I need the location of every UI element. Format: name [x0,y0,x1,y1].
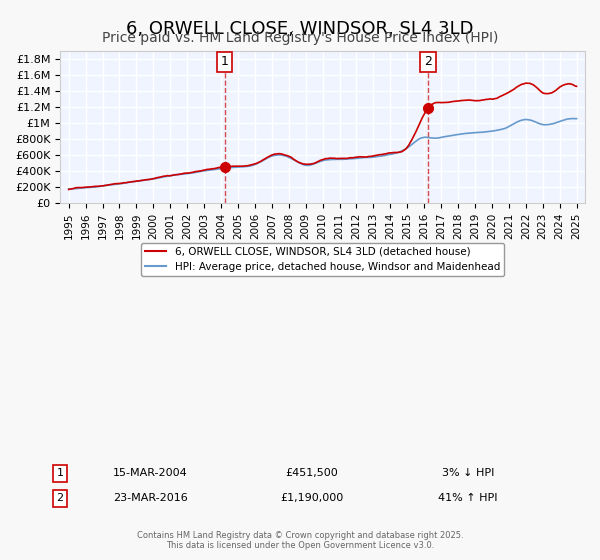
6, ORWELL CLOSE, WINDSOR, SL4 3LD (detached house) [65,186,72,193]
Text: 15-MAR-2004: 15-MAR-2004 [113,468,187,478]
Text: £451,500: £451,500 [286,468,338,478]
Text: £1,190,000: £1,190,000 [280,493,344,503]
HPI: Average price, detached house, Windsor and Maidenhead: (2.02e+03, 1.06e+06): Average price, detached house, Windsor a… [569,115,576,122]
Text: 23-MAR-2016: 23-MAR-2016 [113,493,187,503]
HPI: Average price, detached house, Windsor and Maidenhead: (2e+03, 3.91e+05): Average price, detached house, Windsor a… [196,169,203,175]
Line: 6, ORWELL CLOSE, WINDSOR, SL4 3LD (detached house): 6, ORWELL CLOSE, WINDSOR, SL4 3LD (detac… [68,83,577,189]
HPI: Average price, detached house, Windsor and Maidenhead: (2.02e+03, 8.43e+05): Average price, detached house, Windsor a… [448,132,455,139]
Text: 1: 1 [221,55,229,68]
Text: 1: 1 [56,468,64,478]
HPI: Average price, detached house, Windsor and Maidenhead: (2.02e+03, 1.06e+06): Average price, detached house, Windsor a… [573,115,580,122]
6, ORWELL CLOSE, WINDSOR, SL4 3LD (detached house) [364,153,371,160]
Text: 3% ↓ HPI: 3% ↓ HPI [442,468,494,478]
6, ORWELL CLOSE, WINDSOR, SL4 3LD (detached house) [295,159,302,166]
6, ORWELL CLOSE, WINDSOR, SL4 3LD (detached house) [524,80,531,86]
HPI: Average price, detached house, Windsor and Maidenhead: (2.02e+03, 6.95e+05): Average price, detached house, Windsor a… [404,144,412,151]
6, ORWELL CLOSE, WINDSOR, SL4 3LD (detached house) [155,174,162,181]
Text: 2: 2 [424,55,432,68]
HPI: Average price, detached house, Windsor and Maidenhead: (2.01e+03, 5.69e+05): Average price, detached house, Windsor a… [364,154,371,161]
Line: HPI: Average price, detached house, Windsor and Maidenhead: HPI: Average price, detached house, Wind… [68,119,577,189]
HPI: Average price, detached house, Windsor and Maidenhead: (2.01e+03, 5.06e+05): Average price, detached house, Windsor a… [295,159,302,166]
HPI: Average price, detached house, Windsor and Maidenhead: (2e+03, 3.12e+05): Average price, detached house, Windsor a… [155,175,162,181]
Text: Price paid vs. HM Land Registry's House Price Index (HPI): Price paid vs. HM Land Registry's House … [102,31,498,45]
6, ORWELL CLOSE, WINDSOR, SL4 3LD (detached house) [404,143,412,150]
6, ORWELL CLOSE, WINDSOR, SL4 3LD (detached house) [573,83,580,90]
Text: 2: 2 [56,493,64,503]
HPI: Average price, detached house, Windsor and Maidenhead: (2e+03, 1.73e+05): Average price, detached house, Windsor a… [65,185,72,192]
6, ORWELL CLOSE, WINDSOR, SL4 3LD (detached house) [196,167,203,174]
Text: 41% ↑ HPI: 41% ↑ HPI [438,493,498,503]
Text: Contains HM Land Registry data © Crown copyright and database right 2025.
This d: Contains HM Land Registry data © Crown c… [137,530,463,550]
6, ORWELL CLOSE, WINDSOR, SL4 3LD (detached house) [448,99,455,105]
Legend: 6, ORWELL CLOSE, WINDSOR, SL4 3LD (detached house), HPI: Average price, detached: 6, ORWELL CLOSE, WINDSOR, SL4 3LD (detac… [141,242,504,276]
Text: 6, ORWELL CLOSE, WINDSOR, SL4 3LD: 6, ORWELL CLOSE, WINDSOR, SL4 3LD [126,20,474,38]
